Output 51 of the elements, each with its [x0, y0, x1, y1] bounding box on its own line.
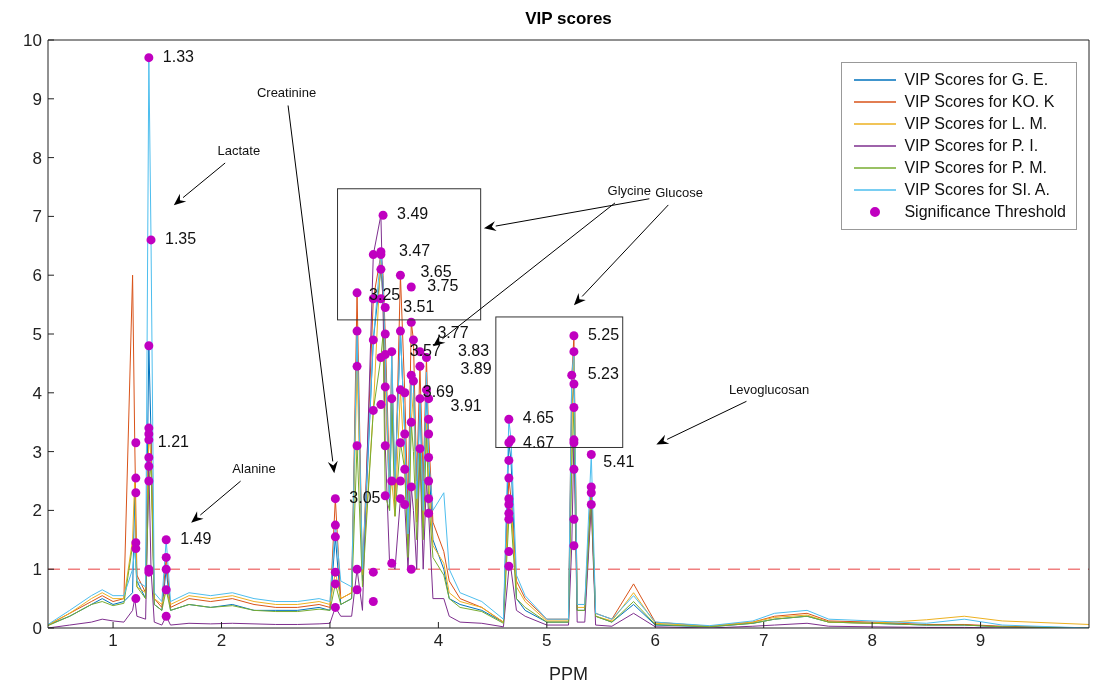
annotation: 3.47: [398, 241, 431, 259]
x-tick-label: 3: [325, 631, 335, 651]
annotation: 1.49: [180, 530, 212, 548]
annotation: 1.21: [157, 433, 190, 451]
annotation: Glycine: [607, 183, 651, 199]
legend-label: VIP Scores for P. I.: [904, 137, 1039, 155]
y-tick-label: 4: [32, 383, 42, 403]
x-tick-label: 1: [108, 631, 118, 651]
y-tick-label: 5: [32, 325, 42, 345]
annotation: 5.25: [587, 325, 620, 343]
y-tick-label: 10: [23, 31, 42, 51]
annotation: 4.65: [522, 409, 555, 427]
annotation: 1.33: [162, 47, 195, 65]
y-tick-label: 6: [32, 266, 42, 286]
legend-label: VIP Scores for SI. A.: [904, 181, 1050, 199]
x-tick-label: 9: [975, 631, 986, 651]
x-tick-label: 2: [216, 631, 227, 651]
annotation: Lactate: [217, 143, 261, 159]
annotation: Glucose: [655, 184, 703, 200]
annotation: Levoglucosan: [728, 381, 810, 397]
x-tick-label: 6: [650, 631, 660, 651]
annotation: 3.51: [403, 297, 435, 315]
annotation: 4.67: [523, 434, 555, 452]
annotation: 3.91: [450, 396, 482, 414]
x-tick-label: 5: [542, 631, 552, 651]
x-tick-label: 4: [433, 631, 444, 651]
y-tick-label: 9: [32, 89, 42, 109]
x-tick-label: 7: [758, 631, 769, 651]
y-tick-label: 0: [32, 619, 42, 639]
legend-label: Significance Threshold: [904, 203, 1066, 221]
y-tick-label: 3: [32, 442, 42, 462]
annotation: 3.89: [460, 359, 492, 377]
annotation: 5.41: [603, 452, 635, 470]
y-tick-label: 7: [32, 207, 42, 227]
x-axis-title: PPM: [548, 664, 589, 684]
annotation: 3.75: [427, 277, 459, 295]
annotation: 5.23: [587, 365, 619, 383]
y-tick-label: 8: [32, 148, 42, 168]
chart-title: VIP scores: [524, 8, 613, 30]
y-tick-label: 1: [32, 560, 42, 580]
annotation: 3.83: [457, 341, 490, 359]
legend-label: VIP Scores for L. M.: [904, 115, 1048, 133]
annotation: 1.35: [165, 230, 197, 248]
legend-label: VIP Scores for KO. K: [904, 93, 1055, 111]
y-tick-label: 2: [32, 501, 42, 521]
annotation: Alanine: [232, 461, 276, 477]
annotation: Creatinine: [256, 84, 317, 100]
x-tick-label: 8: [867, 631, 877, 651]
legend-label: VIP Scores for G. E.: [904, 71, 1049, 89]
legend-label: VIP Scores for P. M.: [904, 159, 1047, 177]
annotation: 3.49: [397, 205, 429, 223]
